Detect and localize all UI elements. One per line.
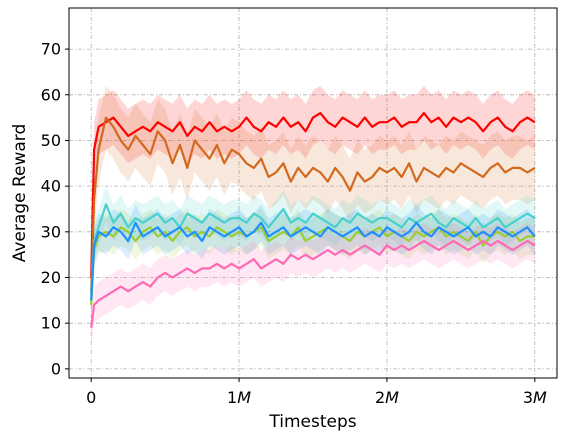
x-tick-label: 1M	[227, 388, 251, 407]
series-lines	[90, 111, 536, 328]
y-tick-label: 40	[41, 177, 61, 196]
series-line	[90, 239, 536, 328]
series-band	[91, 222, 535, 346]
y-tick-label: 0	[51, 359, 61, 378]
plot-frame	[68, 7, 558, 379]
series-band	[91, 209, 535, 324]
series-line	[90, 221, 536, 301]
y-axis-ticks: 0 10 20 30 40 50 60 70	[41, 40, 69, 378]
series-line	[90, 116, 536, 292]
series-band	[91, 85, 535, 305]
x-tick-label: 2M	[375, 388, 399, 407]
y-tick-label: 10	[41, 314, 61, 333]
series-line	[90, 203, 536, 296]
x-tick-label: 0	[86, 388, 96, 407]
plot-background	[69, 8, 557, 378]
series-line	[90, 226, 535, 305]
y-tick-label: 20	[41, 268, 61, 287]
series-band	[91, 85, 535, 324]
grid	[69, 8, 557, 378]
y-tick-label: 50	[41, 131, 61, 150]
y-axis-title: Average Reward	[10, 124, 30, 263]
y-tick-label: 60	[41, 85, 61, 104]
series-line	[90, 111, 536, 278]
y-tick-label: 30	[41, 222, 61, 241]
x-axis-ticks: 0 1M 2M 3M	[86, 378, 547, 407]
x-axis-title: Timesteps	[268, 412, 356, 432]
x-tick-label: 3M	[523, 388, 547, 407]
y-tick-label: 70	[41, 40, 61, 59]
